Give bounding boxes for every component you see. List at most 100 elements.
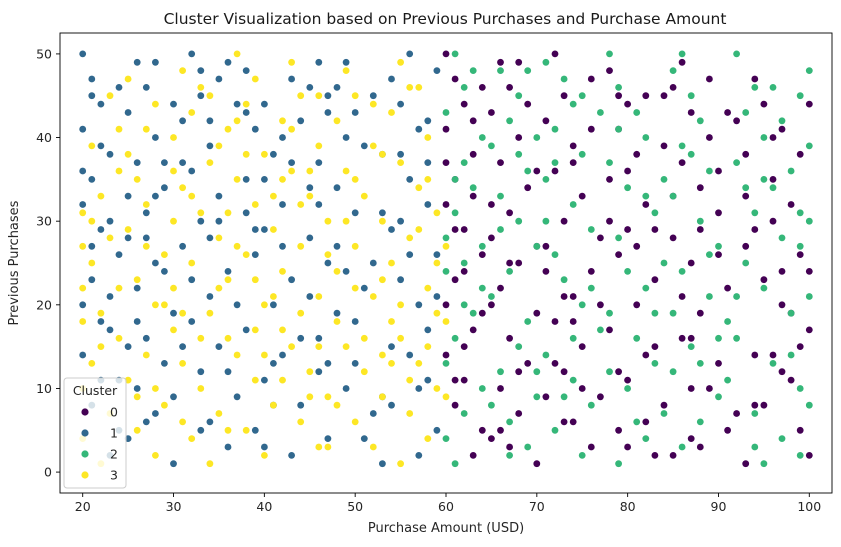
data-point [215,284,223,292]
data-point [805,452,813,459]
data-point [188,192,196,200]
data-point [351,242,359,250]
data-point [533,167,541,175]
data-point [778,117,786,125]
data-point [233,176,241,183]
data-point [769,351,777,359]
data-point [651,209,659,217]
data-point [251,226,259,233]
data-point [161,268,168,275]
data-point [79,209,87,217]
data-point [97,343,105,350]
data-point [206,293,214,300]
data-point [397,100,404,108]
data-point [351,360,359,367]
data-point [696,418,704,426]
data-point [433,426,441,434]
data-point [342,67,350,74]
data-point [179,159,187,167]
data-point [606,176,613,183]
data-point [188,167,196,175]
data-point [451,75,459,83]
data-point [424,376,432,384]
data-point [724,284,731,292]
data-point [342,343,350,350]
data-point [715,209,722,217]
data-point [760,176,768,183]
data-point [233,117,241,125]
data-point [197,217,205,225]
data-point [360,142,368,150]
data-point [442,268,450,275]
data-point [769,217,777,225]
x-tick-label: 90 [711,499,727,514]
data-point [587,125,595,133]
data-point [233,100,241,108]
data-point [642,201,650,208]
data-point [569,418,577,426]
data-point [451,50,459,58]
data-point [333,268,341,275]
data-point [615,84,622,91]
data-point [333,309,341,317]
data-point [642,418,650,426]
data-point [124,75,132,83]
data-point [315,142,323,150]
data-point [133,159,141,167]
data-point [306,192,314,200]
data-point [379,276,386,284]
data-point [415,301,423,309]
data-point [469,67,477,74]
data-point [706,134,713,141]
data-point [542,242,550,250]
data-point [751,410,759,417]
data-point [696,117,704,125]
data-point [678,268,686,275]
data-point [360,284,368,292]
data-point [270,192,277,200]
data-point [79,318,87,325]
data-point [696,184,704,192]
data-point [88,276,96,284]
data-point [215,75,223,83]
data-point [415,125,423,133]
data-point [224,426,232,434]
data-point [161,360,168,367]
data-point [406,351,414,359]
data-point [769,176,777,183]
data-point [805,326,813,334]
y-axis-ticks: 0 10 20 30 40 50 [36,46,60,480]
data-point [478,309,486,317]
data-point [397,217,404,225]
data-point [206,460,214,468]
data-point [660,176,668,183]
data-point [106,150,114,158]
data-point [369,100,377,108]
data-point [633,150,641,158]
data-point [279,242,286,250]
data-point [424,159,432,167]
data-point [415,84,423,91]
data-point [669,309,677,317]
data-point [324,217,332,225]
data-point [197,368,205,376]
data-point [751,75,759,83]
chart-title: Cluster Visualization based on Previous … [164,10,727,28]
data-point [551,318,559,325]
data-point [261,100,268,108]
data-point [106,217,114,225]
y-tick-label: 40 [36,130,52,145]
data-point [251,326,259,334]
data-point [551,251,559,258]
data-point [188,276,196,284]
data-point [515,58,523,66]
data-point [742,460,750,468]
data-point [706,385,713,392]
data-point [497,368,504,376]
data-point [79,351,87,359]
x-tick-label: 30 [166,499,182,514]
data-point [142,418,150,426]
y-tick-label: 20 [36,297,52,312]
data-point [261,150,268,158]
data-point [279,117,286,125]
